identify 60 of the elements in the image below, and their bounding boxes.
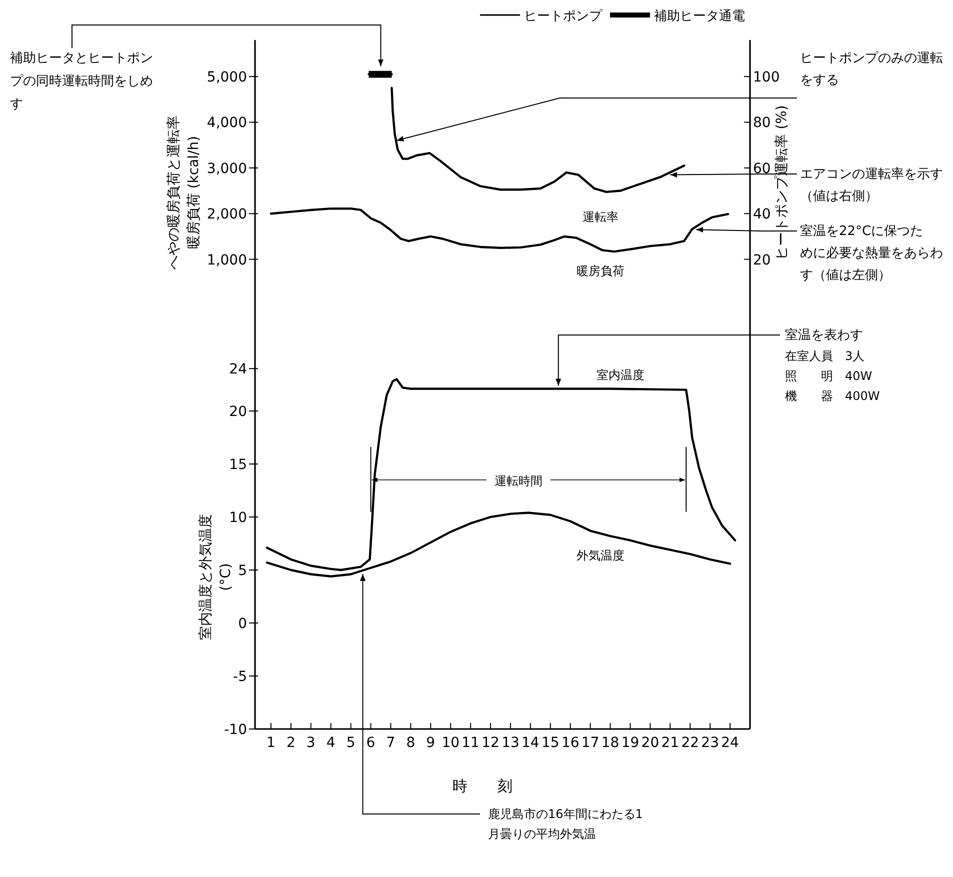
series-label: 室内温度 [596, 368, 644, 382]
y-tick-label: 5 [238, 563, 247, 579]
y2-tick-label: 80 [753, 115, 771, 132]
y2-tick-label: 100 [753, 70, 780, 86]
y2-tick-label: 40 [753, 206, 771, 223]
y2-tick-label: 60 [753, 160, 771, 177]
x-tick-label: 24 [721, 735, 740, 751]
annotation: 鹿児島市の16年間にわたる1月曇りの平均外気温 [488, 807, 643, 841]
annotation: エアコンの運転率を示す（値は右側） [800, 166, 943, 204]
x-tick-label: 7 [386, 735, 396, 751]
y-tick-label: 2,000 [206, 206, 247, 223]
x-tick-label: 18 [601, 735, 620, 751]
text: 照 明 40W [785, 369, 872, 383]
x-tick-label: 13 [502, 735, 520, 751]
x-tick-label: 21 [661, 735, 680, 751]
x-tick-label: 2 [286, 735, 296, 751]
annotation: 室温を22°Cに保つために必要な熱量をあらわす（値は左側） [800, 223, 943, 283]
x-tick-label: 1 [266, 735, 276, 751]
x-tick-label: 3 [306, 735, 316, 751]
y-tick-label: 24 [229, 362, 248, 378]
y-tick-label: 5,000 [206, 70, 247, 86]
x-tick-label: 22 [681, 735, 700, 751]
y-tick-label: 4,000 [206, 115, 247, 132]
x-tick-label: 19 [621, 735, 640, 751]
x-tick-label: 4 [326, 735, 336, 751]
y-tick-label: 3,000 [206, 160, 247, 177]
annotation: 運転時間 [494, 474, 542, 488]
x-tick-label: 9 [426, 735, 436, 751]
y-tick-label: -10 [224, 722, 247, 738]
x-tick-label: 8 [406, 735, 416, 751]
y-tick-label: -5 [233, 669, 247, 685]
text: 在室人員 3人 [785, 349, 865, 363]
x-tick-label: 12 [482, 735, 500, 751]
legend-label: 補助ヒータ通電 [654, 9, 745, 24]
x-tick-label: 6 [366, 735, 376, 751]
y-tick-label: 20 [229, 404, 247, 420]
x-tick-label: 11 [462, 735, 480, 751]
y-tick-label: 0 [238, 616, 247, 632]
x-tick-label: 5 [346, 735, 356, 751]
y2-axis-title: ヒートポンプ運転率 (%) [774, 105, 790, 260]
annotation: ヒートポンプのみの運転をする [800, 51, 943, 88]
text: へやの暖房負荷と運転率 [166, 116, 182, 270]
y-tick-label: 15 [229, 457, 247, 473]
annotation: 補助ヒータとヒートポンプの同時運転時間をしめす [10, 51, 153, 112]
x-tick-label: 23 [701, 735, 719, 751]
series-label: 外気温度 [576, 548, 624, 562]
y2-tick-label: 20 [753, 252, 771, 268]
annotation: 室温を表わす [785, 327, 863, 343]
text: 機 器 400W [785, 389, 880, 403]
y-tick-label: 1,000 [206, 252, 247, 268]
x-tick-label: 20 [641, 735, 660, 751]
x-tick-label: 15 [541, 735, 560, 751]
x-tick-label: 16 [561, 735, 580, 751]
legend-label: ヒートポンプ [524, 9, 603, 24]
y-axis-title: 暖房負荷 (kcal/h) [186, 136, 202, 250]
series-label: 暖房負荷 [576, 264, 624, 278]
x-tick-label: 17 [581, 735, 600, 751]
x-tick-label: 14 [522, 735, 540, 751]
x-axis-title: 時 刻 [452, 777, 512, 795]
x-tick-label: 10 [442, 735, 460, 751]
